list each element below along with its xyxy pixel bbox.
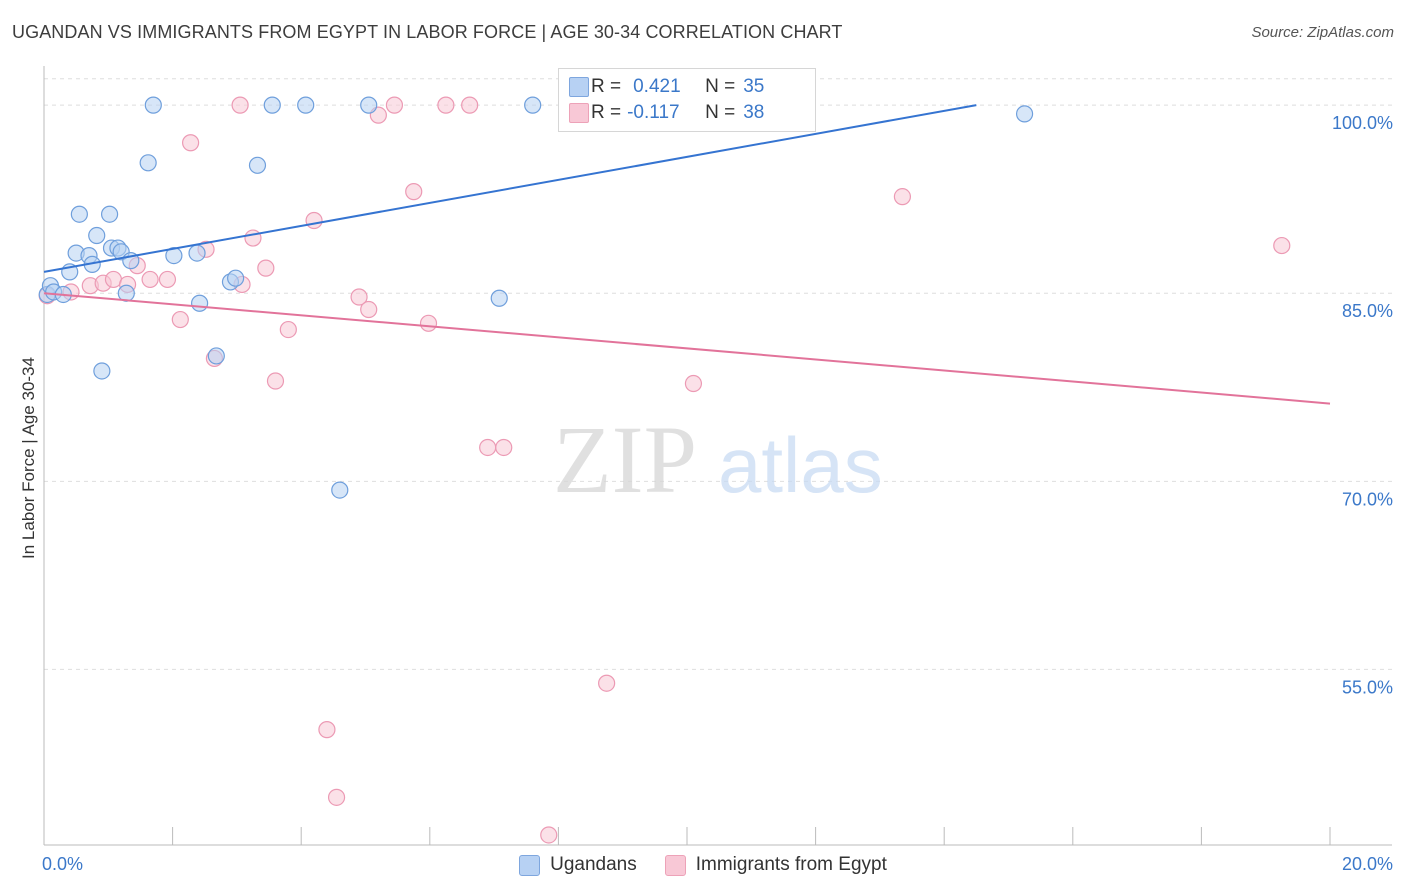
ugandans-point-30 bbox=[490, 289, 508, 307]
egypt-point-35 bbox=[893, 188, 912, 206]
ugandans-point-10 bbox=[93, 362, 111, 380]
trend-line-ugandans bbox=[43, 104, 977, 273]
ugandans-point-21 bbox=[191, 294, 209, 312]
legend-item-ugandans: Ugandans bbox=[519, 854, 637, 876]
legend-n-label: N = bbox=[705, 102, 736, 123]
series-ugandans-points bbox=[38, 96, 1034, 499]
egypt-point-15 bbox=[244, 229, 262, 247]
legend-r-value-egypt: -0.117 bbox=[627, 102, 680, 123]
egypt-point-28 bbox=[437, 96, 455, 114]
ugandans-point-25 bbox=[248, 156, 267, 174]
legend-item-egypt: Immigrants from Egypt bbox=[664, 854, 887, 876]
egypt-point-30 bbox=[479, 438, 497, 457]
egypt-point-34 bbox=[684, 374, 703, 393]
ugandans-point-22 bbox=[207, 347, 225, 365]
ugandans-point-11 bbox=[100, 205, 119, 223]
legend-n-value-ugandans: 35 bbox=[743, 76, 765, 97]
egypt-point-8 bbox=[158, 270, 177, 289]
legend-label-egypt: Immigrants from Egypt bbox=[695, 854, 887, 875]
ugandans-point-29 bbox=[360, 96, 378, 114]
gridlines bbox=[44, 78, 1392, 670]
ugandans-point-31 bbox=[524, 96, 542, 114]
y-tick-label: 85.0% bbox=[1342, 301, 1393, 321]
egypt-point-13 bbox=[231, 96, 249, 114]
axis-labels: 100.0% 85.0% 70.0% 55.0% 0.0% 20.0% In Labor F… bbox=[19, 113, 1393, 874]
egypt-point-32 bbox=[540, 826, 558, 844]
egypt-point-27 bbox=[419, 314, 438, 332]
legend-label-ugandans: Ugandans bbox=[550, 854, 637, 875]
ugandans-point-6 bbox=[70, 205, 88, 223]
legend-row-ugandans: R = 0.421 N = 35 bbox=[569, 75, 765, 99]
trend-line-egypt bbox=[43, 292, 1331, 405]
axes bbox=[43, 66, 1392, 846]
y-tick-label: 100.0% bbox=[1332, 113, 1393, 133]
egypt-point-25 bbox=[385, 96, 404, 114]
ugandans-point-32 bbox=[1015, 105, 1034, 123]
ugandans-point-26 bbox=[263, 96, 281, 114]
egypt-point-18 bbox=[279, 320, 297, 339]
egypt-point-29 bbox=[461, 96, 479, 114]
trend-lines bbox=[43, 104, 1331, 405]
legend-swatch-blue bbox=[569, 77, 589, 97]
egypt-point-21 bbox=[327, 788, 346, 806]
watermark-atlas: atlas bbox=[718, 421, 883, 509]
ugandans-point-17 bbox=[139, 154, 157, 172]
stats-legend: R = 0.421 N = 35 R = -0.117 N = 38 bbox=[558, 68, 816, 132]
egypt-point-26 bbox=[405, 183, 423, 201]
x-tick-label: 20.0% bbox=[1342, 854, 1393, 874]
legend-r-label: R = bbox=[591, 76, 622, 97]
egypt-point-33 bbox=[598, 674, 616, 692]
chart-title: UGANDAN VS IMMIGRANTS FROM EGYPT IN LABO… bbox=[12, 22, 843, 42]
ugandans-point-19 bbox=[165, 246, 183, 265]
ugandans-point-27 bbox=[297, 96, 315, 114]
watermark: ZIP atlas bbox=[553, 406, 883, 513]
egypt-point-31 bbox=[495, 438, 513, 457]
y-tick-label: 55.0% bbox=[1342, 677, 1393, 697]
egypt-point-36 bbox=[1273, 236, 1291, 255]
egypt-point-23 bbox=[360, 300, 378, 319]
egypt-point-9 bbox=[171, 310, 189, 329]
watermark-zip: ZIP bbox=[553, 406, 697, 513]
x-tick-label: 0.0% bbox=[42, 854, 83, 874]
egypt-point-17 bbox=[266, 372, 285, 390]
ugandans-point-18 bbox=[144, 96, 162, 114]
egypt-point-10 bbox=[182, 134, 200, 152]
series-legend: Ugandans Immigrants from Egypt bbox=[0, 852, 1406, 878]
legend-swatch-egypt bbox=[664, 854, 686, 876]
egypt-point-19 bbox=[305, 211, 323, 230]
ugandans-point-20 bbox=[188, 244, 206, 262]
ugandans-point-9 bbox=[88, 226, 106, 245]
y-tick-label: 70.0% bbox=[1342, 489, 1393, 509]
legend-swatch-ugandans bbox=[519, 854, 541, 876]
legend-n-label: N = bbox=[705, 76, 736, 97]
legend-row-egypt: R = -0.117 N = 38 bbox=[569, 101, 765, 125]
y-axis-title: In Labor Force | Age 30-34 bbox=[19, 357, 38, 559]
ugandans-point-28 bbox=[331, 481, 349, 499]
legend-r-label: R = bbox=[591, 102, 622, 123]
legend-swatch-pink bbox=[569, 103, 589, 123]
egypt-point-20 bbox=[318, 721, 336, 739]
egypt-point-7 bbox=[141, 270, 159, 289]
source-label: Source: ZipAtlas.com bbox=[1251, 24, 1394, 41]
egypt-point-16 bbox=[257, 259, 275, 277]
egypt-point-22 bbox=[350, 288, 368, 306]
legend-r-value-ugandans: 0.421 bbox=[633, 76, 681, 97]
ugandans-point-24 bbox=[227, 269, 245, 287]
legend-n-value-egypt: 38 bbox=[743, 102, 765, 123]
